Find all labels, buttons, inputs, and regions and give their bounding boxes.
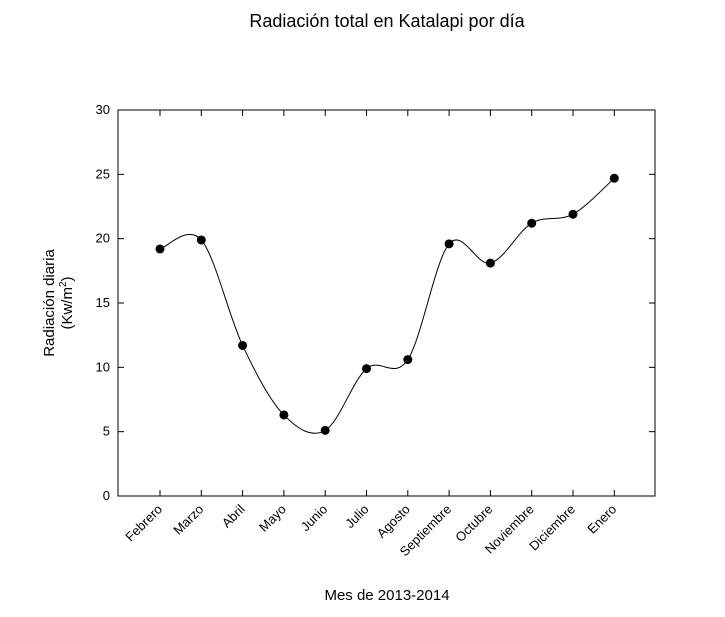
data-point-mayo (279, 410, 289, 420)
x-tick-label: Julio (342, 502, 372, 532)
data-point-abril (238, 340, 248, 350)
data-point-febrero (155, 244, 165, 254)
y-tick-label: 20 (96, 231, 110, 246)
x-tick-label: Junio (298, 502, 331, 535)
y-axis: 0 5 10 15 20 25 30 (96, 102, 655, 503)
data-point-septiembre (444, 239, 454, 249)
data-point-octubre (485, 258, 495, 268)
y-tick-label: 25 (96, 166, 110, 181)
y-tick-label: 0 (103, 488, 110, 503)
x-tick-label: Febrero (122, 502, 165, 545)
chart-title: Radiación total en Katalapi por día (249, 11, 525, 31)
data-point-enero (609, 173, 619, 183)
x-axis-label: Mes de 2013-2014 (324, 587, 449, 604)
y-tick-label: 5 (103, 424, 110, 439)
y-tick-label: 15 (96, 295, 110, 310)
x-axis: Febrero Marzo Abril Mayo Junio Julio AgostoSep… (122, 110, 619, 559)
x-tick-label: Abril (219, 501, 248, 530)
data-point-marzo (196, 235, 206, 245)
data-point-julio (362, 364, 371, 374)
data-point-noviembre (527, 218, 537, 228)
y-tick-label: 30 (96, 102, 110, 117)
x-tick-label: Enero (584, 502, 619, 537)
data-point-junio (320, 425, 330, 435)
y-axis-label-line2: (Kw/m2) (58, 276, 76, 329)
y-axis-label-line1: Radiación diaria (41, 249, 58, 357)
data-point-agosto (403, 355, 413, 365)
data-point-diciembre (568, 209, 578, 219)
x-tick-label: Agosto (374, 502, 413, 541)
y-axis-label: Radiación diaria (Kw/m2) (41, 249, 76, 357)
y-tick-label: 10 (96, 359, 110, 374)
series-markers (155, 173, 619, 435)
x-tick-label: Marzo (170, 502, 206, 538)
series-line (159, 177, 615, 434)
plot-frame (117, 109, 656, 497)
x-tick-label: Mayo (256, 502, 289, 535)
